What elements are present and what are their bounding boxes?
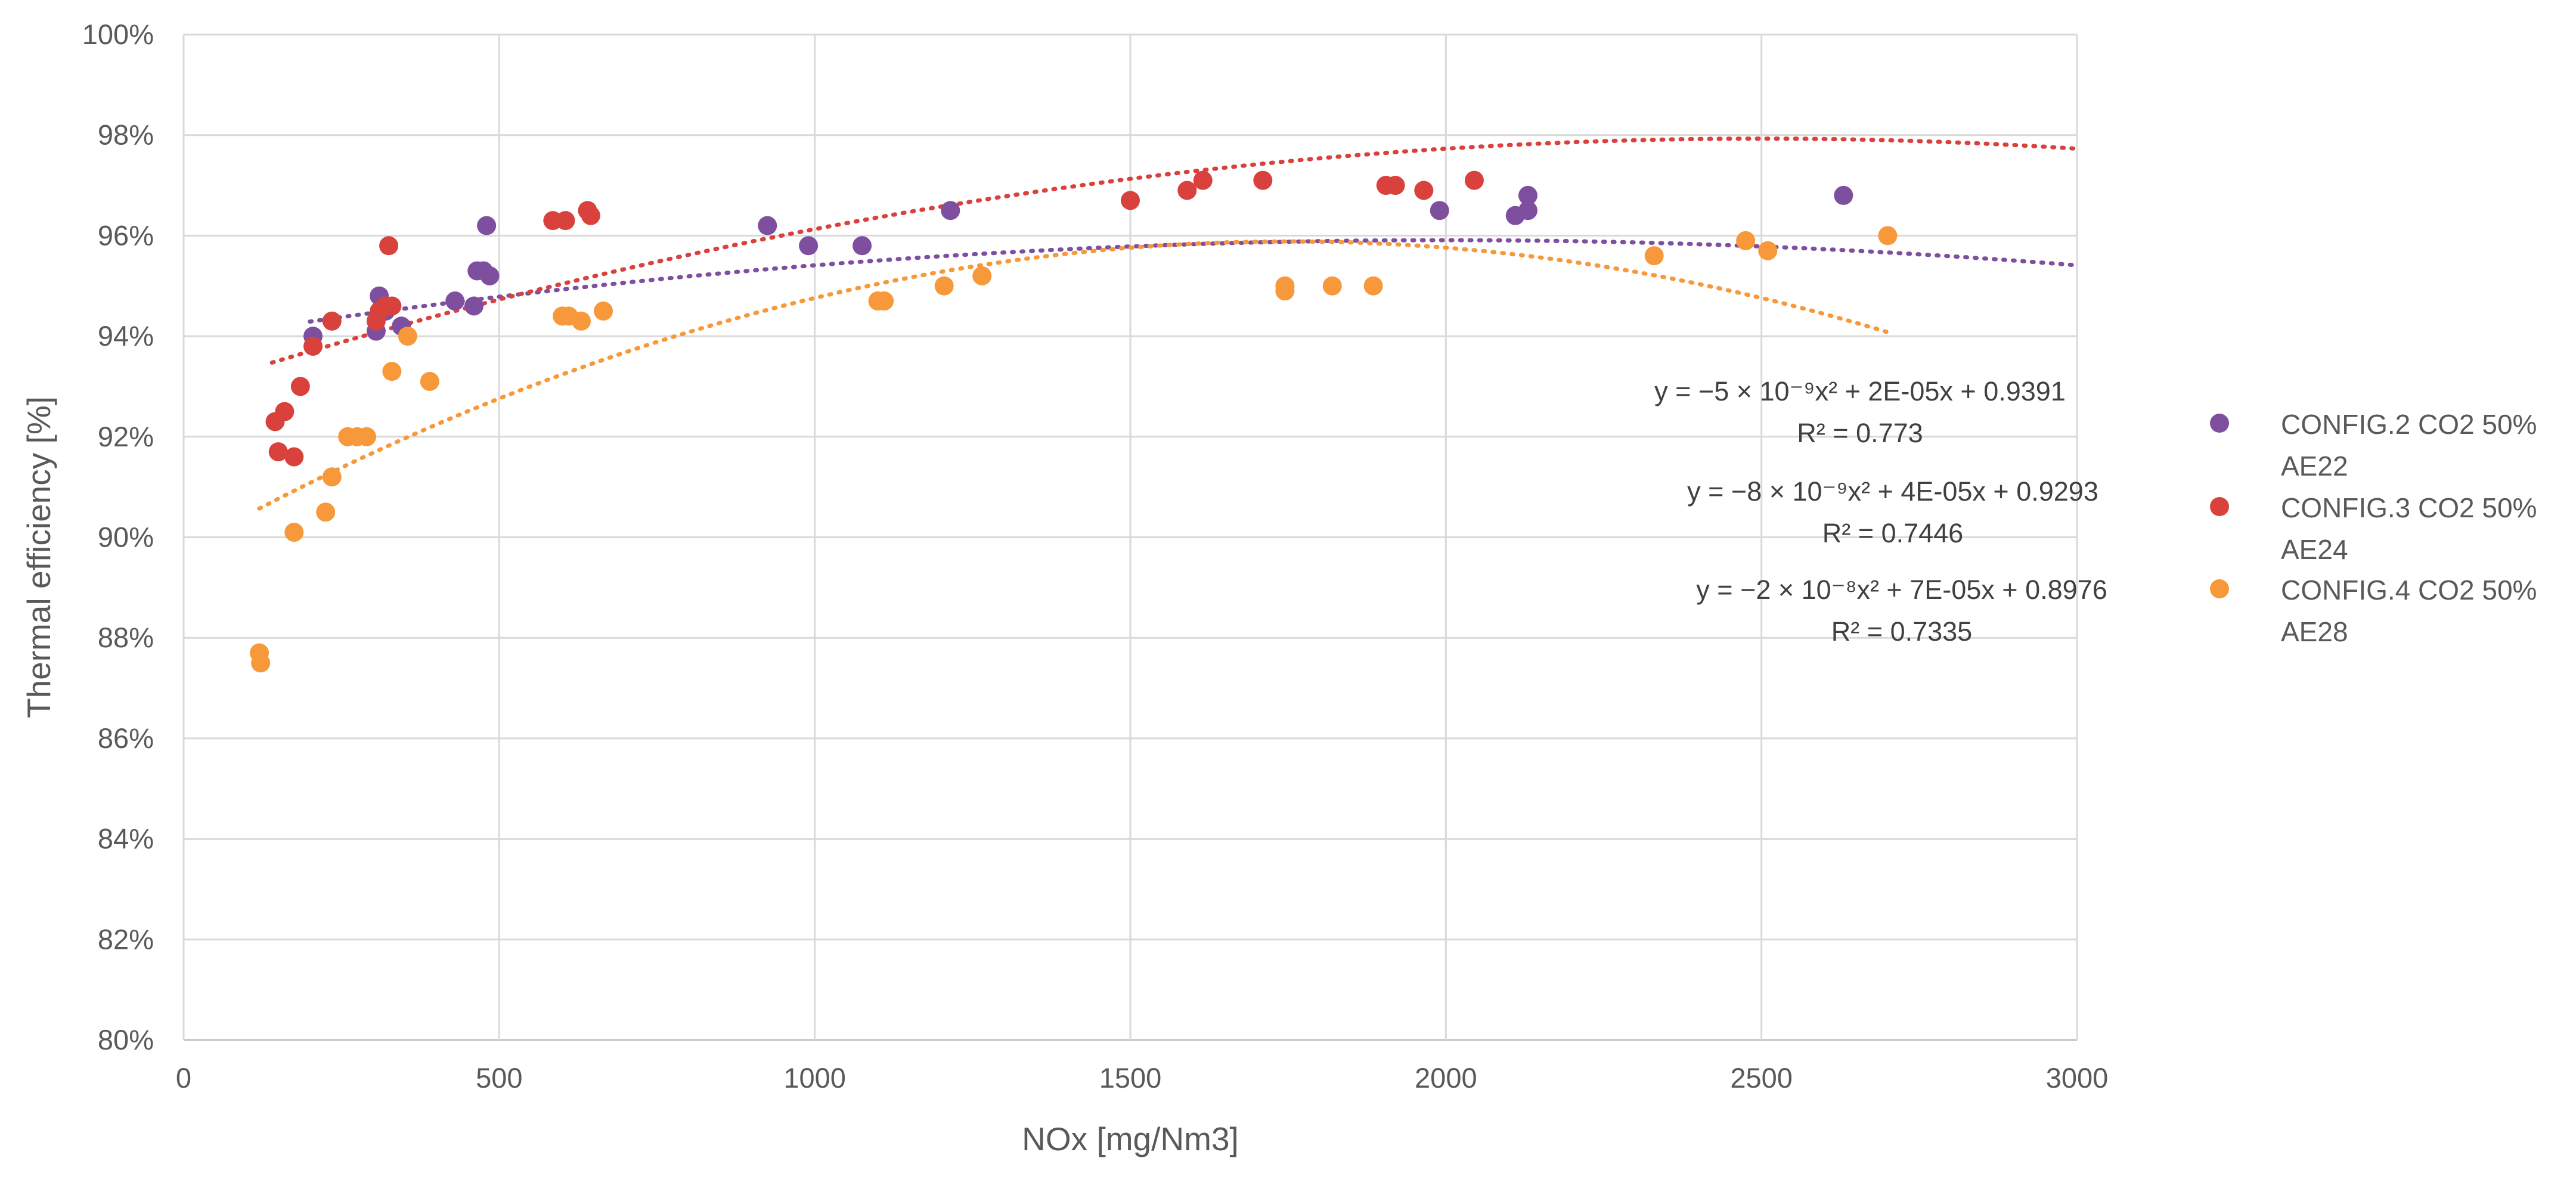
y-tick-label: 90%	[98, 521, 154, 553]
legend-marker	[2210, 414, 2229, 433]
data-point-series-2	[1193, 170, 1213, 190]
data-point-series-2	[275, 402, 295, 421]
trendline-equations: y = −5 × 10⁻⁹x² + 2E-05x + 0.9391 R² = 0.…	[1654, 376, 2107, 647]
data-point-series-3	[316, 502, 336, 522]
data-point-series-3	[1644, 246, 1664, 266]
y-tick-label: 82%	[98, 923, 154, 955]
y-axis-ticks: 80% 82% 84% 86% 88% 90% 92% 94% 96% 98% 100%	[82, 18, 154, 1055]
data-point-series-3	[594, 301, 613, 321]
data-point-series-1	[480, 266, 500, 285]
data-point-series-2	[1177, 181, 1197, 200]
data-point-series-3	[1363, 276, 1383, 296]
trendline-series-3	[257, 239, 1890, 511]
data-point-series-2	[382, 296, 402, 316]
data-point-series-3	[357, 427, 377, 446]
legend-label: AE28	[2281, 616, 2348, 647]
data-point-series-2	[1253, 170, 1273, 190]
trendline-r-squared: R² = 0.773	[1797, 418, 1923, 448]
legend-label: AE24	[2281, 534, 2348, 565]
legend-marker	[2210, 497, 2229, 516]
trendline-series-1	[308, 238, 2079, 324]
trendlines	[257, 136, 2079, 511]
trendline-equation: y = −8 × 10⁻⁹x² + 4E-05x + 0.9293	[1687, 476, 2098, 507]
y-tick-label: 84%	[98, 823, 154, 855]
trendline-r-squared: R² = 0.7335	[1831, 616, 1972, 647]
x-tick-label: 3000	[2046, 1062, 2109, 1094]
data-point-series-3	[398, 327, 417, 346]
data-point-series-3	[1758, 241, 1778, 260]
legend-label: CONFIG.4 CO2 50%	[2281, 575, 2537, 606]
data-point-series-3	[1878, 226, 1898, 246]
x-tick-label: 2000	[1415, 1062, 1477, 1094]
legend-label: CONFIG.3 CO2 50%	[2281, 492, 2537, 523]
data-point-series-1	[1430, 201, 1449, 221]
data-point-series-2	[284, 447, 304, 467]
y-tick-label: 92%	[98, 421, 154, 452]
x-tick-label: 0	[176, 1062, 191, 1094]
data-point-series-2	[1464, 170, 1484, 190]
legend-label: AE22	[2281, 451, 2348, 482]
trendline-r-squared: R² = 0.7446	[1822, 518, 1963, 548]
data-point-series-2	[322, 311, 342, 331]
trendline-series-2	[269, 136, 2079, 365]
data-point-series-1	[799, 236, 819, 256]
y-tick-label: 80%	[98, 1024, 154, 1055]
data-point-series-3	[972, 266, 992, 285]
data-point-series-2	[290, 377, 310, 396]
data-point-series-3	[934, 276, 954, 296]
data-point-series-2	[379, 236, 399, 256]
x-tick-label: 1500	[1099, 1062, 1162, 1094]
data-point-series-1	[1518, 185, 1537, 205]
y-tick-label: 98%	[98, 119, 154, 151]
data-point-series-1	[853, 236, 872, 256]
data-point-series-2	[581, 206, 600, 225]
data-points	[250, 170, 1898, 673]
data-point-series-3	[1736, 231, 1756, 250]
data-point-series-1	[477, 216, 497, 235]
y-tick-label: 86%	[98, 722, 154, 754]
data-point-series-3	[571, 311, 591, 331]
x-axis-ticks: 0 500 1000 1500 2000 2500 3000	[176, 1062, 2108, 1094]
y-tick-label: 88%	[98, 622, 154, 653]
x-tick-label: 500	[476, 1062, 522, 1094]
data-point-series-3	[251, 653, 271, 673]
x-axis-title: NOx [mg/Nm3]	[1022, 1120, 1239, 1157]
data-point-series-2	[556, 211, 575, 231]
legend-marker	[2210, 579, 2229, 598]
x-tick-label: 1000	[783, 1062, 846, 1094]
legend-label: CONFIG.2 CO2 50%	[2281, 409, 2537, 440]
y-tick-label: 94%	[98, 320, 154, 352]
data-point-series-2	[1385, 176, 1405, 195]
y-tick-label: 96%	[98, 219, 154, 251]
data-point-series-3	[875, 291, 894, 311]
data-point-series-3	[284, 523, 304, 542]
data-point-series-2	[268, 442, 288, 462]
y-axis-title: Thermal efficiency [%]	[20, 396, 57, 718]
trendline-equation: y = −5 × 10⁻⁹x² + 2E-05x + 0.9391	[1654, 376, 2066, 406]
data-point-series-3	[382, 362, 402, 381]
gridlines	[182, 33, 2078, 1041]
x-tick-label: 2500	[1730, 1062, 1793, 1094]
legend: CONFIG.2 CO2 50% AE22 CONFIG.3 CO2 50% AE24…	[2210, 409, 2537, 647]
data-point-series-2	[1414, 181, 1434, 200]
data-point-series-1	[1518, 201, 1537, 221]
y-tick-label: 100%	[82, 18, 154, 50]
data-point-series-1	[758, 216, 777, 235]
data-point-series-3	[420, 372, 439, 392]
trendline-equation: y = −2 × 10⁻⁸x² + 7E-05x + 0.8976	[1696, 575, 2107, 605]
data-point-series-2	[303, 336, 323, 356]
data-point-series-1	[464, 296, 483, 316]
data-point-series-1	[941, 201, 960, 221]
data-point-series-3	[322, 467, 342, 487]
data-point-series-2	[1121, 191, 1140, 210]
data-point-series-3	[1275, 281, 1295, 301]
data-point-series-1	[445, 291, 465, 311]
data-point-series-1	[1834, 185, 1853, 205]
data-point-series-3	[1322, 276, 1342, 296]
